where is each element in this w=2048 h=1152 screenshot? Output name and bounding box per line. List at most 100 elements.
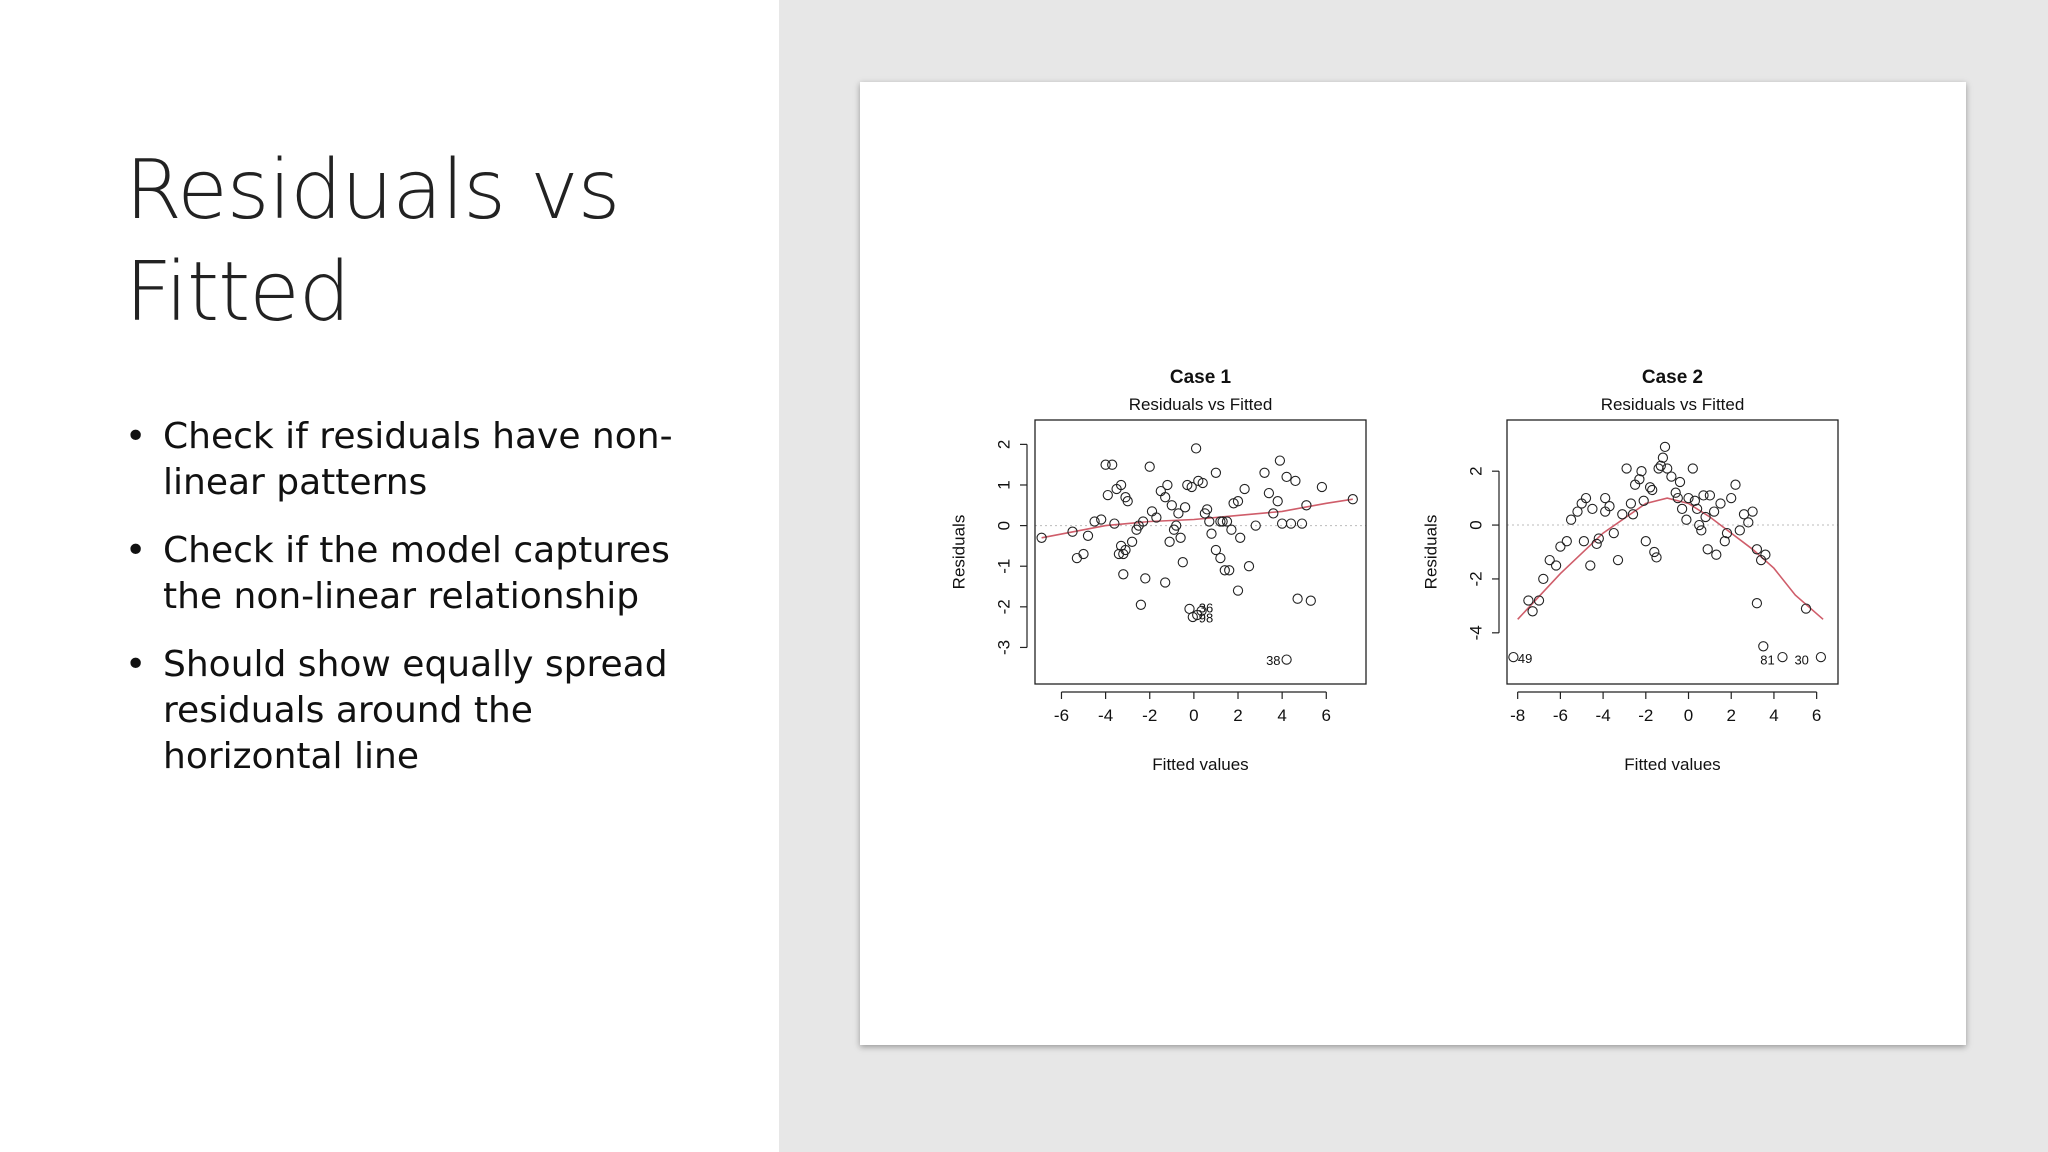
- data-point: [1285, 518, 1297, 529]
- data-point: [1578, 536, 1590, 547]
- data-point: [1137, 516, 1149, 527]
- data-point: [1232, 585, 1244, 596]
- title-line-2: Fitted: [125, 245, 351, 340]
- point-label: 30: [1794, 653, 1808, 668]
- data-point: [1316, 481, 1328, 493]
- data-point: [1219, 565, 1230, 576]
- data-point: [1281, 471, 1292, 483]
- bullet-item-1: • Check if residuals have non- linear pa…: [125, 414, 685, 506]
- data-point: [1702, 544, 1713, 555]
- x-axis-label: Fitted values: [1152, 755, 1248, 774]
- data-point: [1700, 511, 1711, 523]
- bullet-text: Check if residuals have non-: [163, 416, 673, 457]
- data-point: [1651, 552, 1662, 563]
- data-point: [1160, 492, 1171, 503]
- data-point: [1751, 598, 1763, 609]
- data-point: [1126, 536, 1138, 547]
- data-point: [1290, 475, 1301, 487]
- x-tick-label: -8: [1510, 706, 1525, 725]
- data-point: [1561, 536, 1572, 547]
- data-point: [1708, 506, 1720, 517]
- data-point: [1653, 463, 1664, 474]
- data-point: [1221, 516, 1233, 527]
- bullet-glyph: •: [125, 530, 147, 571]
- data-point: [1674, 476, 1686, 488]
- data-point: [1600, 492, 1611, 504]
- bullet-glyph: •: [125, 416, 147, 457]
- data-point: [1201, 504, 1213, 515]
- slide-text-panel: Residuals vs Fitted • Check if residuals…: [0, 0, 779, 1152]
- data-point: [1115, 479, 1127, 491]
- data-point: [1523, 595, 1534, 606]
- y-axis-label: Residuals: [1421, 515, 1440, 590]
- y-tick-label: -4: [1466, 625, 1485, 640]
- data-point: [1089, 516, 1100, 527]
- y-tick-label: 2: [994, 440, 1013, 449]
- smooth-line: [1517, 497, 1824, 620]
- data-point: [1694, 519, 1705, 531]
- data-point: [1555, 541, 1566, 552]
- y-tick-label: 0: [994, 521, 1013, 530]
- plot-image: Case 1 Residuals vs Fitted -6 -4 -2 0 2 4 6 Fitte…: [860, 82, 1966, 1045]
- point-label: 49: [1518, 651, 1532, 666]
- residual-plots-svg: Case 1 Residuals vs Fitted -6 -4 -2 0 2 4 6 Fitte…: [949, 367, 1839, 774]
- bullet-text: linear patterns: [163, 462, 428, 503]
- chart-heading: Case 1: [1170, 367, 1232, 388]
- data-point: [1146, 506, 1158, 517]
- x-tick-label: 6: [1322, 706, 1331, 725]
- plot-frame: [1506, 419, 1839, 685]
- data-point: [1683, 492, 1694, 504]
- data-point: [1162, 479, 1173, 491]
- y-tick-label: -2: [1466, 571, 1485, 586]
- data-point: [1815, 651, 1827, 663]
- title-line-1: Residuals vs: [125, 143, 620, 238]
- data-point: [1276, 518, 1288, 529]
- x-tick-label: -4: [1596, 706, 1611, 725]
- data-point: [1274, 455, 1286, 466]
- bullet-text: Should show equally spread: [163, 644, 668, 685]
- data-point: [1715, 498, 1726, 509]
- data-point: [1177, 557, 1188, 568]
- data-point: [1591, 538, 1602, 550]
- data-point: [1670, 487, 1681, 498]
- data-point: [1636, 466, 1647, 477]
- data-point: [1173, 508, 1184, 519]
- data-point: [1585, 560, 1596, 571]
- data-point: [1067, 526, 1078, 537]
- data-point: [1587, 503, 1598, 515]
- x-tick-label: 2: [1233, 706, 1242, 725]
- bullet-text: Check if the model captures: [163, 530, 670, 571]
- data-point: [1608, 527, 1619, 539]
- x-tick-label: -4: [1098, 706, 1113, 725]
- data-point: [1550, 560, 1562, 571]
- chart-heading: Case 2: [1642, 367, 1703, 388]
- data-point: [1640, 536, 1651, 547]
- data-point: [1647, 484, 1658, 496]
- data-point: [1544, 554, 1555, 566]
- data-point: [1634, 474, 1645, 485]
- data-point: [1196, 605, 1207, 617]
- x-tick-label: 4: [1769, 706, 1778, 725]
- data-point: [1179, 502, 1191, 513]
- data-point: [1109, 518, 1120, 529]
- data-point: [1743, 517, 1754, 528]
- data-point: [1296, 518, 1308, 529]
- data-point: [1210, 544, 1222, 556]
- data-point: [1215, 552, 1226, 564]
- data-point: [1036, 532, 1047, 543]
- data-point: [1657, 452, 1669, 463]
- data-point: [1625, 498, 1637, 509]
- data-point: [1305, 595, 1316, 606]
- data-point: [1777, 651, 1788, 663]
- data-point: [1580, 492, 1592, 504]
- data-point: [1734, 525, 1745, 536]
- data-point: [1617, 509, 1628, 520]
- chart-1: Case 1 Residuals vs Fitted -6 -4 -2 0 2 4 6 Fitte…: [949, 367, 1367, 774]
- bullet-item-2: • Check if the model captures the non-li…: [125, 528, 685, 620]
- x-tick-label: 0: [1684, 706, 1693, 725]
- data-point: [1071, 552, 1083, 564]
- data-point: [1681, 514, 1692, 525]
- data-point: [1243, 561, 1255, 572]
- data-point: [1538, 573, 1549, 585]
- data-point: [1301, 500, 1312, 511]
